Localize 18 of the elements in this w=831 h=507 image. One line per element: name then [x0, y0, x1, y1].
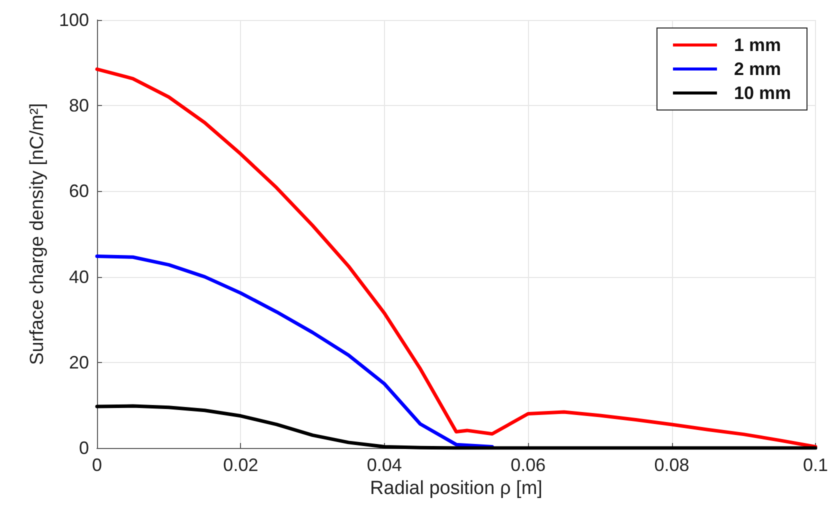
- x-tick-label: 0.02: [223, 455, 258, 475]
- x-tick-label: 0.1: [802, 455, 828, 475]
- x-tick-label: 0.06: [510, 455, 546, 475]
- y-tick-label: 40: [68, 266, 89, 287]
- legend-label: 10 mm: [734, 83, 792, 103]
- y-tick-label: 100: [58, 10, 89, 30]
- legend-label: 2 mm: [734, 59, 781, 79]
- x-tick-label: 0: [92, 455, 102, 475]
- y-tick-label: 60: [68, 181, 89, 202]
- x-axis-title: Radial position ρ [m]: [370, 478, 542, 499]
- x-tick-label: 0.08: [654, 455, 690, 475]
- line-series: [95, 254, 494, 448]
- y-tick-label: 80: [68, 96, 89, 116]
- legend-label: 1 mm: [734, 35, 781, 55]
- y-axis-title: Surface charge density [nC/m²]: [27, 103, 48, 365]
- x-tick-label: 0.04: [366, 455, 402, 475]
- y-tick-label: 0: [78, 438, 89, 458]
- y-tick-label: 20: [68, 352, 89, 372]
